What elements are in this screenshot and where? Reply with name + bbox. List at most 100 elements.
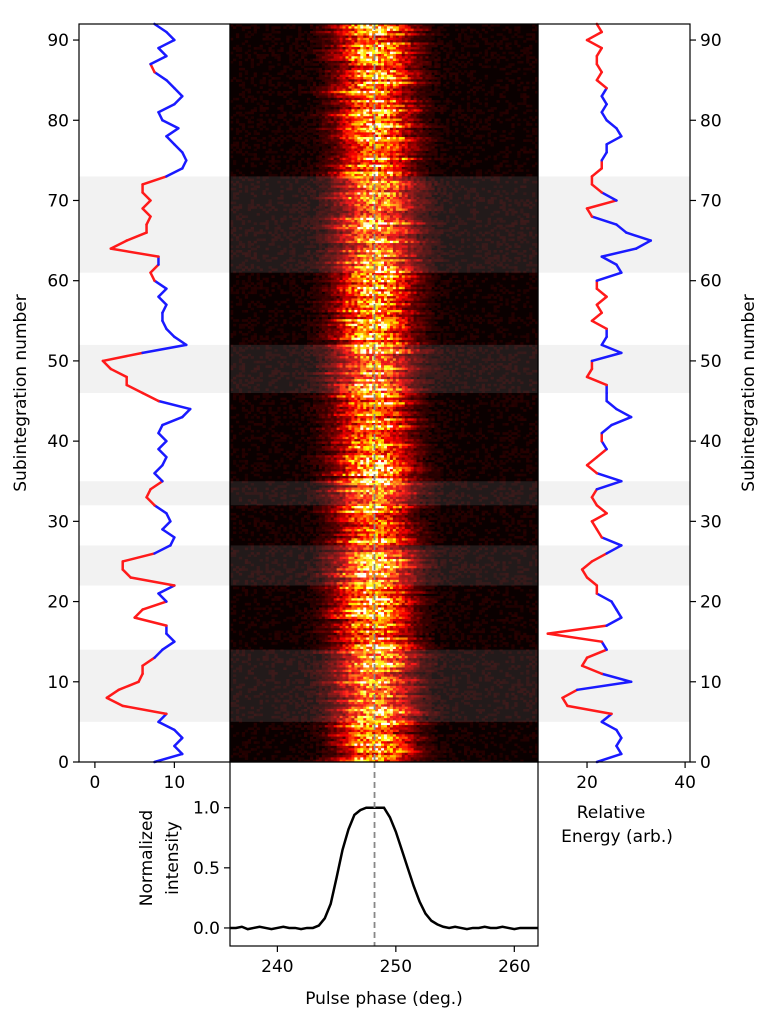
heatmap-cell (339, 166, 343, 170)
heatmap-cell (333, 26, 337, 29)
heatmap-cell (268, 148, 272, 152)
heatmap-cell (378, 107, 382, 110)
heatmap-cell (351, 79, 355, 82)
heatmap-cell (232, 107, 237, 110)
heatmap-cell (348, 116, 352, 119)
heatmap-cell (392, 134, 397, 138)
heatmap-cell (398, 33, 403, 36)
heatmap-cell (395, 49, 400, 52)
heatmap-cell (366, 192, 370, 195)
heatmap-cell (381, 118, 385, 122)
heatmap-cell (372, 199, 376, 202)
heatmap-cell (369, 157, 373, 161)
heatmap-cell (321, 187, 326, 191)
heatmap-cell (381, 146, 385, 149)
heatmap-cell (389, 150, 394, 154)
heatmap-cell (386, 196, 391, 200)
heatmap-cell (392, 30, 397, 34)
heatmap-cell (318, 58, 323, 62)
heatmap-cell (321, 37, 326, 41)
heatmap-cell (369, 190, 373, 193)
heatmap-cell (466, 190, 471, 193)
heatmap-cell (532, 33, 536, 36)
heatmap-cell (271, 77, 275, 80)
heatmap-cell (416, 83, 420, 87)
heatmap-cell (271, 162, 275, 165)
heatmap-cell (378, 183, 382, 186)
heatmap-cell (330, 44, 334, 48)
heatmap-cell (378, 173, 382, 177)
heatmap-cell (339, 74, 343, 78)
heatmap-cell (318, 81, 323, 85)
heatmap-cell (238, 111, 243, 115)
heatmap-cell (354, 26, 358, 29)
heatmap-cell (324, 65, 329, 69)
heatmap-cell (469, 70, 474, 73)
heatmap-cell (505, 58, 509, 62)
heatmap-cell (230, 155, 234, 159)
heatmap-cell (384, 134, 388, 138)
heatmap-cell (318, 162, 323, 165)
heatmap-cell (333, 56, 337, 59)
heatmap-cell (413, 185, 417, 189)
heatmap-cell (529, 148, 533, 152)
heatmap-cell (348, 35, 352, 39)
heatmap-cell (416, 143, 420, 147)
heatmap-cell (481, 141, 485, 145)
heatmap-cell (428, 104, 432, 108)
heatmap-cell (386, 40, 391, 43)
heatmap-cell (384, 53, 388, 57)
heatmap-cell (395, 26, 400, 29)
heatmap-cell (404, 95, 408, 99)
heatmap-cell (416, 146, 420, 149)
heatmap-cell (307, 127, 311, 131)
heatmap-cell (484, 127, 488, 131)
heatmap-cell (321, 162, 326, 165)
heatmap-cell (493, 164, 497, 168)
heatmap-cell (440, 162, 444, 165)
heatmap-cell (422, 155, 426, 159)
heatmap-cell (321, 185, 326, 189)
heatmap-cell (413, 171, 417, 175)
heatmap-cell (250, 201, 254, 205)
heatmap-cell (309, 111, 314, 115)
heatmap-cell (366, 162, 370, 165)
heatmap-cell (280, 123, 284, 126)
heatmap-cell (398, 166, 403, 170)
heatmap-cell (312, 171, 317, 175)
heatmap-cell (452, 79, 456, 82)
heatmap-cell (360, 203, 364, 207)
heatmap-cell (327, 56, 331, 59)
heatmap-cell (404, 47, 408, 50)
heatmap-cell (360, 70, 364, 73)
heatmap-cell (428, 63, 432, 66)
heatmap-cell (238, 107, 243, 110)
heatmap-cell (461, 28, 465, 32)
heatmap-cell (407, 53, 411, 57)
heatmap-cell (493, 157, 497, 161)
heatmap-cell (336, 28, 340, 32)
heatmap-cell (505, 146, 509, 149)
heatmap-cell (360, 194, 364, 198)
heatmap-cell (475, 81, 480, 85)
heatmap-cell (330, 107, 334, 110)
heatmap-cell (253, 107, 257, 110)
heatmap-cell (401, 183, 406, 186)
heatmap-cell (298, 58, 302, 62)
heatmap-cell (378, 192, 382, 195)
heatmap-cell (336, 169, 340, 172)
heatmap-cell (392, 79, 397, 82)
heatmap-cell (378, 24, 382, 27)
heatmap-cell (505, 100, 509, 103)
heatmap-cell (369, 100, 373, 103)
heatmap-cell (452, 90, 456, 94)
heatmap-cell (363, 157, 367, 161)
heatmap-cell (336, 37, 340, 41)
heatmap-cell (401, 30, 406, 34)
heatmap-cell (336, 72, 340, 76)
heatmap-cell (425, 53, 429, 57)
heatmap-cell (410, 74, 414, 78)
heatmap-cell (265, 183, 269, 186)
heatmap-cell (386, 192, 391, 195)
heatmap-cell (277, 56, 281, 59)
